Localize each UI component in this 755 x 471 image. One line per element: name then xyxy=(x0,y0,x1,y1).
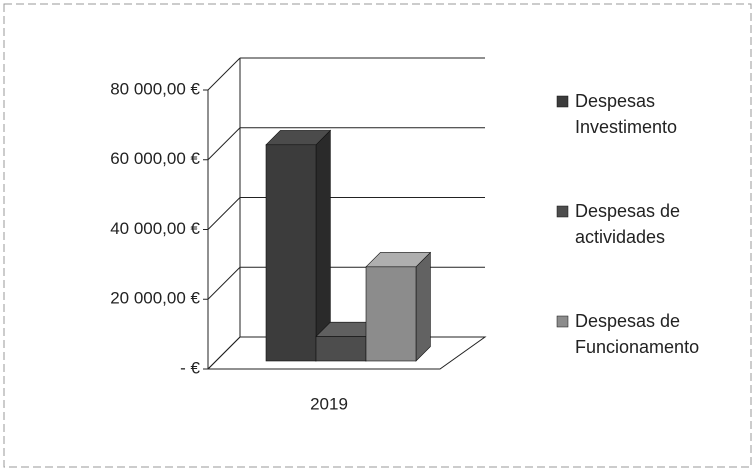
x-tick-label: 2019 xyxy=(310,394,348,413)
y-tick-label: 40 000,00 € xyxy=(110,219,200,238)
side-grid xyxy=(207,197,241,230)
bar xyxy=(365,266,417,362)
legend-swatch xyxy=(556,205,569,218)
bar xyxy=(265,144,317,362)
y-tick-label: 20 000,00 € xyxy=(110,289,200,308)
y-tick-label: - € xyxy=(180,358,200,377)
legend-label: Despesas Investimento xyxy=(575,91,678,137)
bar-side xyxy=(415,251,431,362)
side-grid xyxy=(207,266,241,300)
y-tick-label: 60 000,00 € xyxy=(110,149,200,168)
legend-swatch xyxy=(556,95,569,108)
side-grid xyxy=(207,127,241,161)
legend-swatch xyxy=(556,315,569,328)
legend-label: Despesas de Funcionamento xyxy=(575,311,700,357)
side-grid xyxy=(207,57,241,91)
side-grid xyxy=(207,336,241,370)
bar xyxy=(315,336,367,362)
y-tick-label: 80 000,00 € xyxy=(110,79,200,98)
frame xyxy=(3,3,752,468)
legend-label: Despesas de actividades xyxy=(575,201,681,247)
